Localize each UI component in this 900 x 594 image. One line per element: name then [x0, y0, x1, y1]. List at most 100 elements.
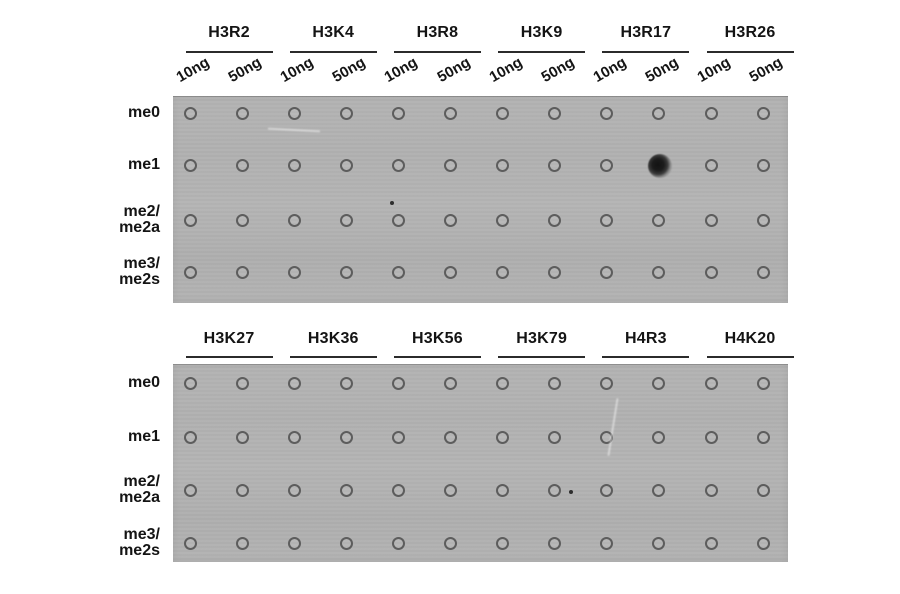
group-underline [393, 356, 481, 358]
row-label-line: me3/ [123, 526, 160, 543]
dose-label-50ng: 50ng [329, 53, 369, 86]
dot-ring [391, 376, 405, 390]
dot-ring [339, 536, 353, 550]
dot-ring [756, 483, 770, 497]
group-underline [602, 356, 690, 358]
group-underline [289, 51, 377, 53]
dot-ring [391, 265, 405, 279]
dot-ring [600, 536, 614, 550]
positive-dot-H3R17-50ng [647, 154, 672, 178]
group-underline [185, 356, 273, 358]
dot-ring [548, 106, 562, 120]
dot-ring [704, 483, 718, 497]
dot-ring [235, 483, 249, 497]
group-underline [602, 51, 690, 53]
row-label-line: me2/ [123, 203, 160, 220]
dose-label-50ng: 50ng [538, 53, 578, 86]
dot-ring [704, 536, 718, 550]
membrane-panel-top [173, 96, 788, 303]
dot-ring [444, 213, 457, 227]
dot-ring [339, 106, 353, 120]
row-label-line: me0 [127, 104, 160, 121]
dot-ring [600, 376, 614, 390]
row-label-line: me2s [119, 271, 160, 288]
dot-ring [496, 430, 510, 444]
dot-ring [444, 158, 457, 172]
dot-ring [183, 430, 197, 444]
group-label-h3k56: H3K56 [412, 330, 463, 347]
group-label-h3r17: H3R17 [620, 24, 672, 41]
dot-ring [600, 483, 614, 497]
row-label-line: me2/ [123, 473, 160, 490]
dot-ring [444, 430, 457, 444]
row-label-line: me2a [119, 219, 160, 236]
row-label-me2-me2a: me2/me2a [0, 204, 160, 236]
dot-ring [496, 376, 510, 390]
group-label-h3r26: H3R26 [724, 24, 776, 41]
dot-ring [548, 430, 562, 444]
dot-ring [652, 536, 666, 550]
dot-ring [287, 536, 301, 550]
dot-ring [600, 213, 614, 227]
dot-ring [600, 106, 614, 120]
group-label-h3k79: H3K79 [516, 330, 568, 347]
row-label-line: me1 [127, 156, 160, 173]
dot-ring [652, 483, 666, 497]
dot-ring [548, 376, 562, 390]
dose-label-10ng: 10ng [277, 53, 317, 86]
dot-ring [704, 106, 718, 120]
dot-ring [391, 158, 405, 172]
row-label-line: me1 [127, 428, 160, 445]
dot-ring [183, 106, 197, 120]
group-label-h3k4: H3K4 [312, 24, 355, 41]
dot-ring [287, 213, 301, 227]
dot-ring [548, 158, 562, 172]
dot-ring [444, 106, 457, 120]
dot-ring [235, 213, 249, 227]
dot-ring [704, 376, 718, 390]
dot-ring [496, 106, 510, 120]
group-label-h3k27: H3K27 [203, 330, 255, 347]
dose-label-10ng: 10ng [381, 53, 421, 86]
dot-ring [287, 106, 301, 120]
dot-ring [287, 376, 301, 390]
group-label-h3k36: H3K36 [307, 330, 359, 347]
artifact-speck [569, 490, 573, 494]
dot-ring [235, 158, 249, 172]
row-label-line: me2a [119, 489, 160, 506]
group-label-h4r3: H4R3 [624, 330, 667, 347]
dot-ring [756, 265, 770, 279]
dot-ring [756, 158, 770, 172]
row-label-me2-me2a: me2/me2a [0, 474, 160, 506]
dose-label-10ng: 10ng [590, 53, 630, 86]
dot-ring [444, 483, 457, 497]
dose-label-10ng: 10ng [173, 53, 213, 86]
dot-ring [652, 106, 666, 120]
group-underline [498, 356, 586, 358]
dot-ring [391, 213, 405, 227]
dose-label-50ng: 50ng [642, 53, 682, 86]
dot-ring [235, 430, 249, 444]
row-label-line: me2s [119, 542, 160, 559]
dot-ring [235, 265, 249, 279]
dot-ring [183, 158, 197, 172]
dose-label-50ng: 50ng [434, 53, 473, 86]
dot-ring [287, 158, 301, 172]
dot-ring [548, 483, 562, 497]
dot-ring [704, 213, 718, 227]
dot-ring [652, 213, 666, 227]
dot-ring [496, 213, 510, 227]
dot-ring [287, 483, 301, 497]
dot-ring [183, 213, 197, 227]
dot-ring [444, 376, 457, 390]
artifact-speck [390, 201, 394, 205]
dot-ring [391, 536, 405, 550]
group-label-h3r8: H3R8 [416, 24, 459, 41]
dot-ring [391, 430, 405, 444]
dot-ring [548, 536, 562, 550]
row-label-me1: me1 [0, 157, 160, 173]
group-underline [393, 51, 481, 53]
row-label-me0: me0 [0, 105, 160, 121]
row-label-me3-me2s: me3/me2s [0, 256, 160, 288]
